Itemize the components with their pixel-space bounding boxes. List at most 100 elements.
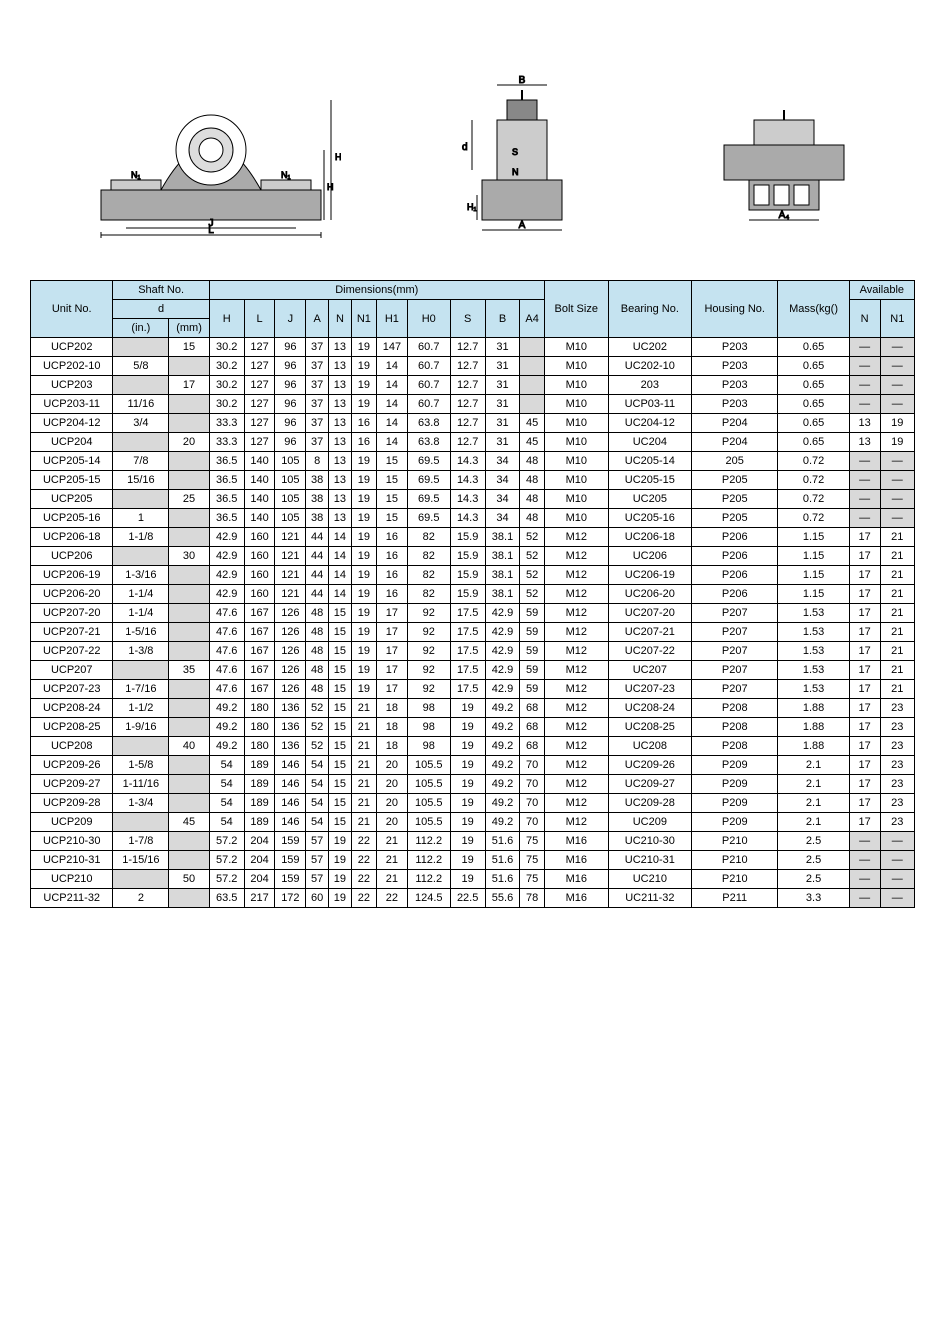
- cell-avN1: —: [880, 870, 914, 889]
- cell-H1: 14: [376, 433, 407, 452]
- cell-A: 37: [306, 338, 329, 357]
- cell-mass: 2.1: [778, 794, 849, 813]
- table-body: UCP2021530.21279637131914760.712.731M10U…: [31, 338, 915, 908]
- cell-in: 1-3/8: [113, 642, 169, 661]
- cell-mass: 0.72: [778, 471, 849, 490]
- cell-mass: 1.15: [778, 528, 849, 547]
- cell-H0: 98: [407, 699, 450, 718]
- cell-H1: 20: [376, 756, 407, 775]
- cell-in: [113, 376, 169, 395]
- cell-H1: 15: [376, 471, 407, 490]
- cell-A: 44: [306, 528, 329, 547]
- cell-housing: P210: [691, 870, 778, 889]
- cell-avN1: 19: [880, 433, 914, 452]
- cell-avN1: 19: [880, 414, 914, 433]
- cell-N1: 19: [351, 376, 376, 395]
- cell-unit: UCP207: [31, 661, 113, 680]
- cell-A: 37: [306, 376, 329, 395]
- cell-S: 17.5: [450, 642, 485, 661]
- cell-A: 48: [306, 661, 329, 680]
- cell-avN1: 21: [880, 585, 914, 604]
- cell-bolt: M10: [544, 338, 608, 357]
- cell-housing: P208: [691, 718, 778, 737]
- cell-N1: 19: [351, 528, 376, 547]
- col-mm: (mm): [169, 319, 209, 338]
- cell-mm: 30: [169, 547, 209, 566]
- cell-mm: 15: [169, 338, 209, 357]
- cell-A4: 78: [520, 889, 544, 908]
- cell-N: 13: [329, 509, 352, 528]
- cell-N1: 19: [351, 357, 376, 376]
- cell-N1: 19: [351, 642, 376, 661]
- cell-mm: [169, 509, 209, 528]
- cell-H: 47.6: [209, 680, 244, 699]
- cell-mass: 0.65: [778, 357, 849, 376]
- cell-mm: [169, 604, 209, 623]
- cell-B: 42.9: [485, 661, 520, 680]
- col-unit-no: Unit No.: [31, 281, 113, 338]
- col-A4: A4: [520, 300, 544, 338]
- table-row: UCP2063042.9160121441419168215.938.152M1…: [31, 547, 915, 566]
- cell-bearing: UCP03-11: [608, 395, 691, 414]
- cell-avN: 17: [849, 699, 880, 718]
- cell-H0: 63.8: [407, 414, 450, 433]
- cell-A4: 52: [520, 528, 544, 547]
- cell-H: 42.9: [209, 585, 244, 604]
- cell-avN: —: [849, 357, 880, 376]
- cell-N: 19: [329, 851, 352, 870]
- cell-bearing: UC202-10: [608, 357, 691, 376]
- cell-J: 96: [275, 395, 306, 414]
- cell-B: 49.2: [485, 699, 520, 718]
- cell-avN1: —: [880, 338, 914, 357]
- cell-A4: [520, 376, 544, 395]
- cell-mass: 0.65: [778, 376, 849, 395]
- col-H: H: [209, 300, 244, 338]
- cell-H: 63.5: [209, 889, 244, 908]
- cell-mass: 1.53: [778, 623, 849, 642]
- cell-L: 180: [244, 699, 275, 718]
- cell-bearing: UC205-15: [608, 471, 691, 490]
- cell-unit: UCP211-32: [31, 889, 113, 908]
- cell-A: 37: [306, 414, 329, 433]
- cell-housing: P207: [691, 680, 778, 699]
- cell-bearing: UC209: [608, 813, 691, 832]
- cell-N: 15: [329, 623, 352, 642]
- cell-bearing: UC210: [608, 870, 691, 889]
- cell-H1: 17: [376, 604, 407, 623]
- col-L: L: [244, 300, 275, 338]
- cell-L: 160: [244, 585, 275, 604]
- cell-N1: 21: [351, 813, 376, 832]
- cell-avN: —: [849, 395, 880, 414]
- cell-L: 167: [244, 661, 275, 680]
- cell-avN: 13: [849, 414, 880, 433]
- cell-mm: 25: [169, 490, 209, 509]
- cell-bolt: M12: [544, 604, 608, 623]
- cell-bearing: UC209-26: [608, 756, 691, 775]
- cell-J: 146: [275, 756, 306, 775]
- cell-S: 19: [450, 832, 485, 851]
- cell-avN1: 23: [880, 718, 914, 737]
- cell-housing: P207: [691, 623, 778, 642]
- cell-mm: [169, 414, 209, 433]
- cell-H1: 20: [376, 794, 407, 813]
- cell-avN1: 23: [880, 794, 914, 813]
- cell-A4: 68: [520, 718, 544, 737]
- cell-mm: [169, 585, 209, 604]
- cell-avN1: —: [880, 452, 914, 471]
- cell-N: 13: [329, 357, 352, 376]
- cell-A: 54: [306, 756, 329, 775]
- cell-avN: 17: [849, 547, 880, 566]
- cell-S: 12.7: [450, 376, 485, 395]
- cell-bearing: UC209-28: [608, 794, 691, 813]
- cell-B: 49.2: [485, 775, 520, 794]
- cell-H0: 105.5: [407, 756, 450, 775]
- cell-bolt: M10: [544, 433, 608, 452]
- cell-bearing: UC209-27: [608, 775, 691, 794]
- cell-N: 15: [329, 642, 352, 661]
- cell-mass: 0.72: [778, 452, 849, 471]
- cell-in: 7/8: [113, 452, 169, 471]
- cell-N1: 22: [351, 889, 376, 908]
- cell-L: 167: [244, 680, 275, 699]
- cell-N: 15: [329, 661, 352, 680]
- cell-H1: 20: [376, 775, 407, 794]
